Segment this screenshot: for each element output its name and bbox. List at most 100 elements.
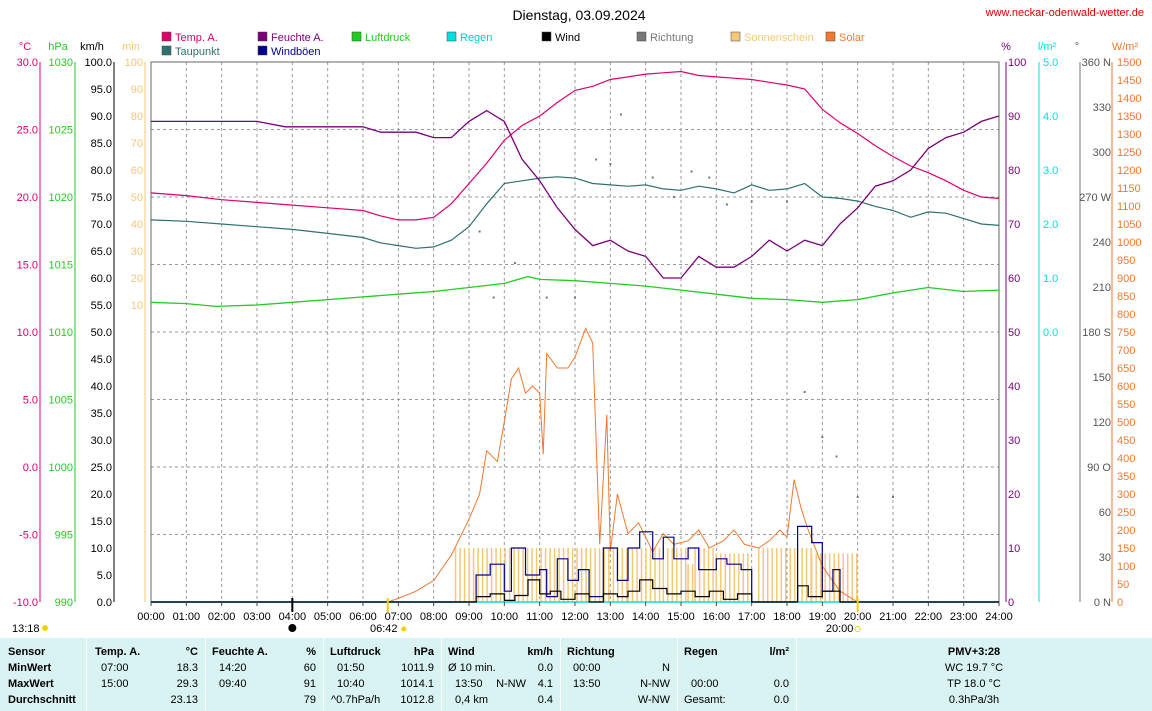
wind-tick-label: 25.0: [91, 462, 112, 474]
legend-swatch: [161, 45, 172, 56]
dewpoint-line: [150, 176, 1000, 249]
sunshine-tick-label: 50: [131, 192, 143, 204]
solar-tick-label: 600: [1117, 381, 1135, 393]
stats-pressure-min-time: 01:50: [337, 662, 365, 674]
direction-point: [708, 176, 711, 179]
direction-tick-label: 240: [1093, 237, 1111, 249]
pressure-tick-label: 1020: [49, 192, 73, 204]
wind-tick-label: 95.0: [91, 84, 112, 96]
stats-temp-avg-value: 23.13: [170, 694, 198, 706]
stats-wind-max-direction: N-NW: [496, 678, 526, 690]
stats-header-humidity-unit: %: [306, 646, 316, 658]
solar-line: [387, 327, 999, 603]
legend-swatch: [636, 31, 647, 42]
x-tick-label: 10:00: [491, 611, 519, 623]
legend: Temp. A. Taupunkt Feuchte A. Windböen Luftdr…: [161, 31, 865, 58]
wind-tick-label: 0.0: [97, 597, 112, 609]
stats-pressure-max-value: 1014.1: [400, 678, 434, 690]
solar-tick-label: 1300: [1117, 129, 1141, 141]
pressure-tick-label: 1005: [49, 395, 73, 407]
solar-tick-label: 1050: [1117, 219, 1141, 231]
direction-tick-label: 30: [1099, 552, 1111, 564]
x-tick-label: 13:00: [597, 611, 625, 623]
stats-rain-max-time: 00:00: [691, 678, 719, 690]
stats-humidity-max-time: 09:40: [219, 678, 247, 690]
wind-tick-label: 5.0: [97, 570, 112, 582]
legend-swatch: [730, 31, 741, 42]
moon-time-label: 13:18: [12, 623, 40, 635]
solar-tick-label: 300: [1117, 489, 1135, 501]
pressure-tick-label: 1025: [49, 125, 73, 137]
wind-tick-label: 85.0: [91, 138, 112, 150]
stats-pressure-min-value: 1011.9: [401, 662, 434, 674]
solar-tick-label: 250: [1117, 507, 1135, 519]
sunshine-unit-label: min: [122, 41, 140, 53]
humidity-tick-label: 70: [1008, 219, 1020, 231]
solar-tick-label: 650: [1117, 363, 1135, 375]
solar-tick-label: 100: [1117, 561, 1135, 573]
pressure-tick-label: 1000: [49, 462, 73, 474]
solar-tick-label: 900: [1117, 273, 1135, 285]
direction-tick-label: 120: [1093, 417, 1111, 429]
legend-swatch: [541, 31, 552, 42]
solar-tick-label: 1100: [1117, 201, 1141, 213]
temp-tick-label: 15.0: [17, 260, 38, 272]
website-link[interactable]: www.neckar-odenwald-wetter.de: [985, 7, 1144, 19]
weather-chart: Dienstag, 03.09.2024 www.neckar-odenwald…: [12, 7, 1144, 635]
solar-tick-label: 700: [1117, 345, 1135, 357]
x-tick-label: 00:00: [137, 611, 165, 623]
sunshine-tick-label: 90: [131, 84, 143, 96]
stats-humidity-max-value: 91: [303, 678, 316, 690]
humidity-tick-label: 80: [1008, 165, 1020, 177]
chart-title: Dienstag, 03.09.2024: [512, 7, 645, 23]
direction-point: [478, 230, 481, 233]
x-tick-label: 08:00: [420, 611, 448, 623]
humidity-unit-label: %: [1001, 41, 1011, 53]
direction-tick-label: 270 W: [1079, 192, 1111, 204]
stats-wind-chill: WC 19.7 °C: [944, 662, 1004, 674]
data-series: [150, 70, 1000, 603]
stats-humidity-min-time: 14:20: [219, 662, 247, 674]
rain-tick-label: 1.0: [1043, 273, 1058, 285]
humidity-tick-label: 60: [1008, 273, 1020, 285]
direction-point: [803, 391, 806, 393]
legend-swatch: [257, 31, 268, 42]
humidity-tick-label: 40: [1008, 381, 1020, 393]
x-tick-label: 11:00: [526, 611, 553, 623]
direction-point: [725, 203, 728, 206]
legend-label: Temp. A.: [175, 32, 218, 44]
humidity-tick-label: 20: [1008, 489, 1020, 501]
stats-header-pmv: PMV+3:28: [947, 646, 1001, 658]
x-tick-label: 07:00: [385, 611, 413, 623]
wind-tick-label: 70.0: [91, 219, 112, 231]
solar-tick-label: 1250: [1117, 147, 1141, 159]
rain-tick-label: 5.0: [1043, 57, 1058, 69]
pressure-line: [150, 275, 1000, 308]
stats-wind-distance: 0,4 km: [455, 694, 489, 706]
direction-tick-label: 210: [1093, 282, 1111, 294]
rain-tick-label: 4.0: [1043, 111, 1058, 123]
wind-tick-label: 55.0: [91, 300, 112, 312]
direction-tick-label: 90 O: [1087, 462, 1111, 474]
humidity-tick-label: 90: [1008, 111, 1020, 123]
direction-point: [750, 200, 753, 203]
temp-unit-label: °C: [19, 41, 31, 53]
pressure-unit-label: hPa: [48, 41, 68, 53]
humidity-tick-label: 100: [1008, 57, 1026, 69]
solar-tick-label: 350: [1117, 471, 1135, 483]
legend-label: Sonnenschein: [744, 32, 814, 44]
stats-direction-avg-value: W-NW: [637, 694, 670, 706]
pressure-tick-label: 995: [55, 530, 73, 542]
wind-tick-label: 45.0: [91, 354, 112, 366]
stats-row-min: MinWert: [8, 662, 52, 674]
temp-tick-label: 25.0: [17, 125, 38, 137]
stats-wind-max-time: 13:50: [455, 678, 483, 690]
wind-tick-label: 75.0: [91, 192, 112, 204]
direction-point: [856, 496, 859, 498]
stats-header-pressure-unit: hPa: [413, 646, 434, 658]
direction-point: [619, 113, 622, 116]
stats-header-rain-unit: l/m²: [769, 646, 789, 658]
temp-tick-label: -10.0: [13, 597, 38, 609]
stats-temp-min-time: 07:00: [101, 662, 129, 674]
direction-point: [690, 170, 693, 173]
